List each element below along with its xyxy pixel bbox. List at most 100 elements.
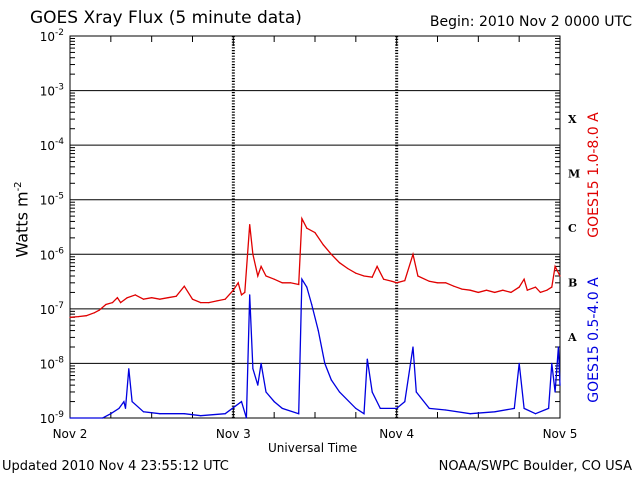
data-point [301,218,303,220]
data-point [526,289,528,291]
data-point [417,275,419,277]
data-point [371,391,373,393]
data-point [183,285,185,287]
data-point [404,401,406,403]
data-point [539,291,542,293]
data-point [159,413,161,415]
data-point [461,288,463,290]
flare-class-label: M [568,167,580,180]
data-point [502,289,504,291]
data-point [111,302,114,304]
data-point [513,407,515,409]
data-point [534,413,537,415]
data-point [523,407,525,409]
x-tick-label: Nov 5 [543,427,578,441]
data-point [200,415,202,417]
data-point [338,262,341,264]
data-point [257,384,259,386]
data-point [338,391,341,393]
data-point [534,286,537,288]
data-point [546,289,548,291]
data-point [98,309,100,311]
x-axis-label: Universal Time [268,441,358,455]
data-point [142,298,145,300]
data-point [518,362,520,364]
data-point [167,297,169,299]
plot-frame [69,35,561,419]
data-point [306,227,308,229]
x-tick-label: Nov 4 [379,427,414,441]
begin-time: Begin: 2010 Nov 2 0000 UTC [429,14,632,30]
data-point [126,297,128,299]
data-point [306,286,308,288]
flare-class-label: X [568,113,577,126]
data-point [224,413,226,415]
data-point [314,232,316,234]
data-point [428,407,430,409]
data-point [510,291,512,293]
data-point [330,253,332,255]
data-point [131,401,133,403]
data-point [249,294,251,296]
data-point [363,413,365,415]
data-point [128,368,130,370]
data-point [249,224,251,226]
data-point [273,278,275,280]
data-point [404,280,406,282]
data-point [123,401,125,403]
data-point [559,275,561,277]
data-point [105,303,107,306]
data-point [273,401,275,403]
data-point [216,300,218,302]
data-point [265,391,267,393]
data-point [208,302,210,304]
data-point [118,407,120,409]
data-point [142,411,145,413]
data-point [391,280,393,282]
data-point [330,379,332,381]
data-point [317,330,319,332]
data-point [77,316,79,318]
data-point [557,346,560,348]
y-tick-label: 10-5 [40,192,64,208]
x-tick-label: Nov 2 [53,427,88,441]
data-point [120,302,122,304]
data-point [412,253,414,255]
data-point [224,298,226,300]
data-point [355,407,357,409]
series-label: GOES15 1.0-8.0 A [586,112,602,238]
data-point [554,265,556,267]
data-point [265,275,267,277]
data-point [175,295,177,297]
credit-label: NOAA/SWPC Boulder, CO USA [438,459,632,474]
data-point [494,291,496,293]
data-point [110,413,112,415]
flare-class-label: C [568,222,577,235]
data-point [260,362,262,364]
data-point [523,278,525,280]
data-point [324,362,326,364]
data-point [237,282,239,284]
series-label: GOES15 0.5-4.0 A [586,277,602,403]
data-point [551,286,553,288]
data-point [355,272,357,274]
data-point [200,302,202,304]
data-point [69,417,71,419]
data-point [232,289,234,291]
data-point [301,278,303,280]
data-point [124,407,127,409]
data-point [363,275,365,277]
data-point [415,391,417,393]
series-line [69,216,561,318]
data-point [551,362,553,364]
y-tick-label: 10-6 [40,246,65,262]
data-point [548,407,550,409]
data-point [453,285,455,287]
y-tick-label: 10-9 [40,410,65,426]
x-tick-label: Nov 3 [216,427,251,441]
data-point [428,280,430,282]
data-point [252,368,254,370]
data-point [366,358,368,360]
data-point [559,384,561,386]
